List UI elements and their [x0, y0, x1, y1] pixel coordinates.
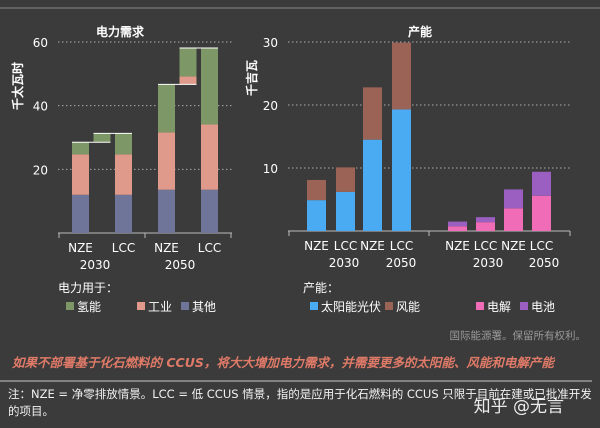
- bar-solar: [336, 191, 355, 231]
- x-category-label: NZE: [501, 239, 526, 253]
- y-tick-label: 20: [33, 163, 48, 177]
- bridge-industry: [179, 76, 197, 85]
- watermark: 知乎 @无言: [473, 397, 564, 417]
- x-group-label: 2030: [80, 258, 111, 272]
- x-category-label: LCC: [530, 239, 553, 253]
- x-category-label: LCC: [198, 241, 221, 255]
- legend-label-wind: 风能: [396, 300, 420, 314]
- bar-battery: [448, 221, 467, 227]
- x-group-label: 2050: [386, 256, 417, 270]
- left-y-axis-label: 千太瓦时: [10, 62, 25, 110]
- bar-hydrogen: [72, 142, 89, 155]
- legend-label-industry: 工业: [148, 300, 172, 314]
- x-category-label: NZE: [304, 239, 329, 253]
- legend-label-battery: 电池: [531, 300, 555, 314]
- bar-industry: [115, 154, 132, 195]
- y-tick-label: 30: [263, 36, 278, 50]
- bar-wind: [392, 42, 411, 110]
- legend-swatch-other: [181, 302, 189, 310]
- bar-electrolysis: [532, 195, 551, 231]
- legend-swatch-solar: [310, 302, 318, 310]
- legend-swatch-industry: [137, 302, 145, 310]
- legend-label-other: 其他: [192, 300, 216, 314]
- x-category-label: NZE: [68, 241, 93, 255]
- bar-electrolysis: [476, 222, 495, 231]
- bar-battery: [532, 171, 551, 196]
- legend-label-electrolysis: 电解: [487, 300, 511, 314]
- bar-industry: [72, 154, 89, 195]
- legend-swatch-electrolysis: [476, 302, 484, 310]
- bar-other: [201, 189, 218, 233]
- bar-other: [115, 194, 132, 233]
- left-chart-title: 电力需求: [96, 24, 145, 39]
- left-legend-title: 电力用于：: [58, 281, 118, 295]
- x-group-label: 2030: [473, 256, 504, 270]
- legend-label-hydrogen: 氢能: [77, 299, 101, 314]
- bar-hydrogen: [201, 48, 218, 125]
- headline: 如果不部署基于化石燃料的 CCUS，将大大增加电力需求，并需要更多的太阳能、风能…: [12, 355, 554, 370]
- bar-solar: [363, 139, 382, 231]
- bar-wind: [363, 87, 382, 140]
- right-chart-title: 产能: [408, 24, 432, 39]
- x-category-label: NZE: [360, 239, 385, 253]
- bar-battery: [504, 189, 523, 209]
- y-tick-label: 40: [33, 100, 48, 114]
- legend-swatch-battery: [520, 302, 528, 310]
- bar-wind: [336, 167, 355, 192]
- bar-hydrogen: [115, 133, 132, 155]
- x-category-label: NZE: [154, 241, 179, 255]
- bar-electrolysis: [448, 226, 467, 231]
- bar-hydrogen: [158, 84, 175, 133]
- legend-label-solar: 太阳能光伏: [321, 299, 381, 314]
- bar-wind: [307, 179, 326, 201]
- x-group-label: 2050: [165, 258, 196, 272]
- right-legend-title: 产能：: [303, 281, 339, 295]
- x-group-label: 2050: [529, 256, 560, 270]
- bridge-hydrogen: [179, 48, 197, 77]
- y-tick-label: 10: [263, 162, 278, 176]
- legend-swatch-hydrogen: [66, 302, 74, 310]
- bar-other: [158, 189, 175, 233]
- footnote: 注：NZE = 净零排放情景。LCC = 低 CCUS 情景，指的是应用于化石燃…: [8, 387, 592, 418]
- bar-industry: [201, 124, 218, 190]
- bar-other: [72, 194, 89, 233]
- y-tick-label: 60: [33, 36, 48, 50]
- x-category-label: LCC: [390, 239, 413, 253]
- right-y-axis-label: 千吉瓦: [244, 60, 259, 96]
- bar-battery: [476, 217, 495, 223]
- x-category-label: LCC: [334, 239, 357, 253]
- x-category-label: LCC: [112, 241, 135, 255]
- bar-industry: [158, 132, 175, 190]
- bar-solar: [307, 200, 326, 231]
- y-tick-label: 20: [263, 99, 278, 113]
- legend-swatch-wind: [385, 302, 393, 310]
- bar-electrolysis: [504, 208, 523, 231]
- x-group-label: 2030: [329, 256, 360, 270]
- copyright: 国际能源署。保留所有权利。: [449, 330, 587, 342]
- bridge-hydrogen: [93, 133, 111, 143]
- x-category-label: LCC: [474, 239, 497, 253]
- bar-solar: [392, 109, 411, 231]
- x-category-label: NZE: [445, 239, 470, 253]
